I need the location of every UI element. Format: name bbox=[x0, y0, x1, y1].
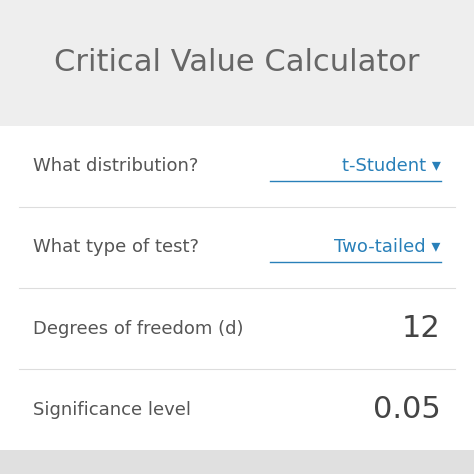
Text: What distribution?: What distribution? bbox=[33, 157, 199, 175]
Text: Degrees of freedom (d): Degrees of freedom (d) bbox=[33, 319, 244, 337]
Text: What type of test?: What type of test? bbox=[33, 238, 199, 256]
Bar bbox=[0, 0, 474, 126]
Bar bbox=[0, 126, 474, 450]
Bar bbox=[0, 450, 474, 474]
Text: Significance level: Significance level bbox=[33, 401, 191, 419]
Text: 12: 12 bbox=[402, 314, 441, 343]
Text: t-Student ▾: t-Student ▾ bbox=[342, 157, 441, 175]
Text: 0.05: 0.05 bbox=[373, 395, 441, 424]
Text: Two-tailed ▾: Two-tailed ▾ bbox=[335, 238, 441, 256]
Text: Critical Value Calculator: Critical Value Calculator bbox=[54, 48, 420, 77]
